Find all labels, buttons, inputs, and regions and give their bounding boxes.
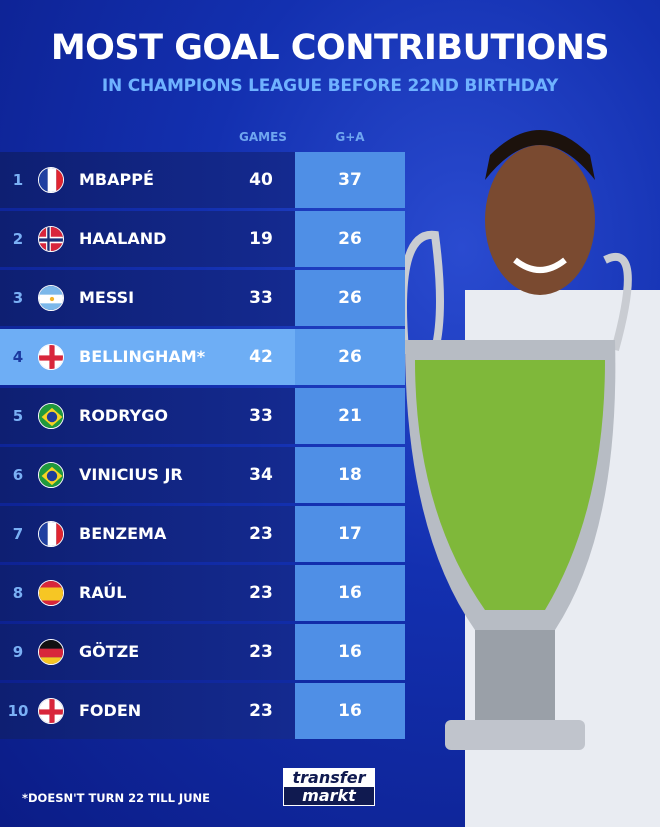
logo-line-2: markt <box>284 787 374 805</box>
table-row: 4 BELLINGHAM* 42 26 <box>0 329 405 385</box>
player-name: MBAPPÉ <box>79 170 154 189</box>
rank: 7 <box>12 525 24 543</box>
rank: 4 <box>12 348 24 366</box>
player-name: RODRYGO <box>79 406 168 425</box>
table-row: 9 GÖTZE 23 16 <box>0 624 405 680</box>
rank: 10 <box>7 702 29 720</box>
brazil-flag-icon <box>38 462 64 488</box>
england-flag-icon <box>38 698 64 724</box>
player-name: BELLINGHAM* <box>79 347 206 366</box>
rank: 8 <box>12 584 24 602</box>
table-row: 1 MBAPPÉ 40 37 <box>0 152 405 208</box>
germany-flag-icon <box>38 639 64 665</box>
player-name: RAÚL <box>79 583 127 602</box>
table-row: 5 RODRYGO 33 21 <box>0 388 405 444</box>
table-row: 3 MESSI 33 26 <box>0 270 405 326</box>
ga-value: 16 <box>295 624 405 680</box>
ga-value: 26 <box>295 211 405 267</box>
footnote: *DOESN'T TURN 22 TILL JUNE <box>22 791 211 805</box>
player-name: MESSI <box>79 288 135 307</box>
ga-value: 26 <box>295 270 405 326</box>
argentina-flag-icon <box>38 285 64 311</box>
ga-value: 18 <box>295 447 405 503</box>
ga-value: 16 <box>295 565 405 621</box>
rank: 6 <box>12 466 24 484</box>
rank: 5 <box>12 407 24 425</box>
table-row: 8 RAÚL 23 16 <box>0 565 405 621</box>
player-name: BENZEMA <box>79 524 167 543</box>
france-flag-icon <box>38 167 64 193</box>
spain-flag-icon <box>38 580 64 606</box>
rank: 3 <box>12 289 24 307</box>
games-value: 23 <box>249 583 273 603</box>
games-value: 34 <box>249 465 273 485</box>
player-name: FODEN <box>79 701 142 720</box>
games-value: 23 <box>249 524 273 544</box>
brazil-flag-icon <box>38 403 64 429</box>
column-header-ga: G+A <box>335 130 365 144</box>
ga-value: 37 <box>295 152 405 208</box>
rank: 9 <box>12 643 24 661</box>
rank: 1 <box>12 171 24 189</box>
table-row: 10 FODEN 23 16 <box>0 683 405 739</box>
norway-flag-icon <box>38 226 64 252</box>
ga-value: 26 <box>295 329 405 385</box>
france-flag-icon <box>38 521 64 547</box>
player-name: VINICIUS JR <box>79 465 183 484</box>
player-name: HAALAND <box>79 229 167 248</box>
games-value: 23 <box>249 642 273 662</box>
games-value: 23 <box>249 701 273 721</box>
ga-value: 16 <box>295 683 405 739</box>
column-header-games: GAMES <box>239 130 287 144</box>
england-flag-icon <box>38 344 64 370</box>
player-with-trophy-photo <box>405 130 660 827</box>
player-name: GÖTZE <box>79 642 140 661</box>
rank: 2 <box>12 230 24 248</box>
ga-value: 21 <box>295 388 405 444</box>
games-value: 33 <box>249 288 273 308</box>
page-subtitle: IN CHAMPIONS LEAGUE BEFORE 22ND BIRTHDAY <box>101 76 559 96</box>
games-value: 33 <box>249 406 273 426</box>
page-title: MOST GOAL CONTRIBUTIONS <box>50 28 610 68</box>
transfermarkt-logo: transfer markt <box>283 768 375 806</box>
games-value: 40 <box>249 170 273 190</box>
games-value: 19 <box>249 229 273 249</box>
logo-line-1: transfer <box>292 768 366 787</box>
table-row: 2 HAALAND 19 26 <box>0 211 405 267</box>
games-value: 42 <box>249 347 273 367</box>
table-row: 7 BENZEMA 23 17 <box>0 506 405 562</box>
table-row: 6 VINICIUS JR 34 18 <box>0 447 405 503</box>
ga-value: 17 <box>295 506 405 562</box>
